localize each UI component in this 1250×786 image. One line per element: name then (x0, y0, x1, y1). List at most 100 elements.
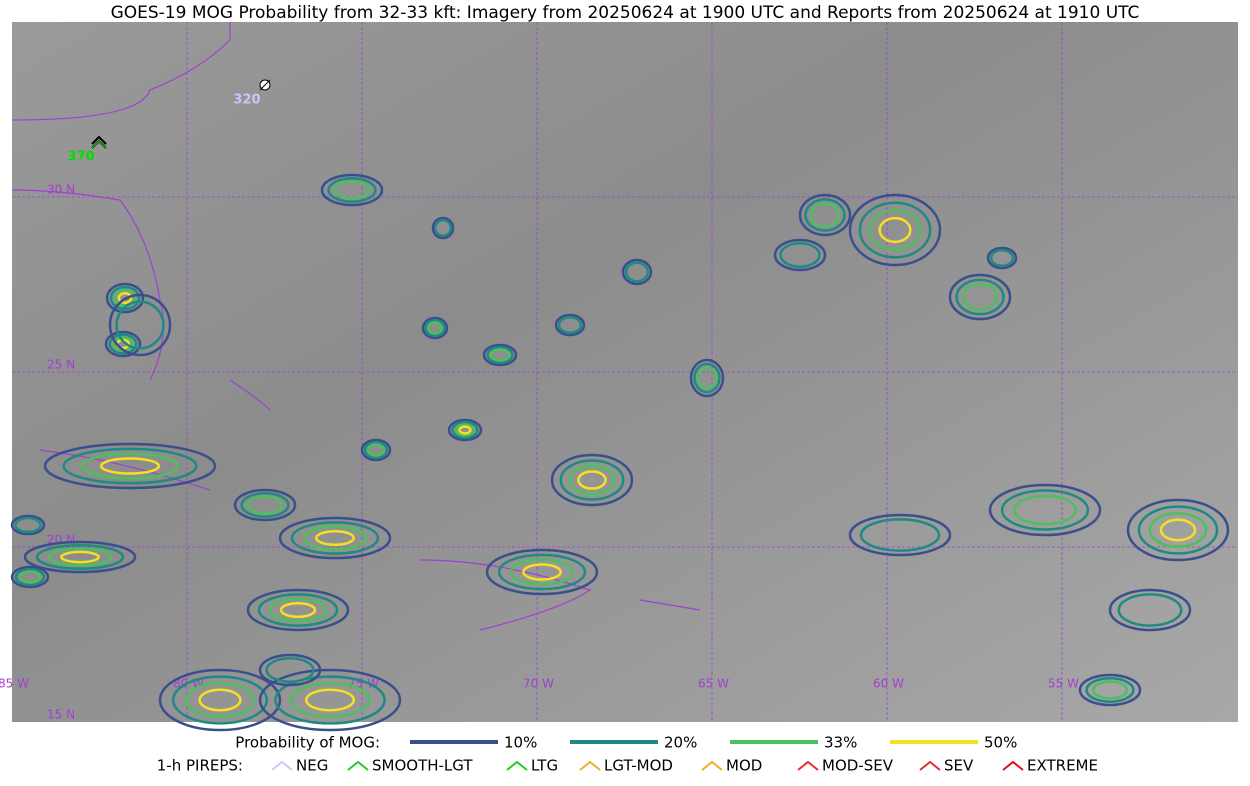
mog-contour (458, 425, 472, 435)
mog-contour (265, 657, 315, 683)
mog-contour (14, 516, 42, 534)
mog-contour (257, 593, 339, 627)
mog-contour (559, 459, 625, 501)
mog-contour (81, 452, 179, 480)
legend-title: 1-h PIREPS: (157, 757, 243, 775)
mog-contour (554, 313, 586, 337)
legend-label: MOD-SEV (822, 757, 894, 775)
mog-contour (779, 242, 821, 268)
longitude-label: 55 W (1048, 677, 1079, 691)
mog-contour (955, 278, 1005, 316)
mog-contour (522, 563, 562, 581)
mog-contour (246, 495, 284, 515)
mog-contour (868, 209, 922, 251)
mog-contour (454, 423, 476, 437)
latitude-label: 15 N (47, 708, 75, 722)
legend-symbol (919, 760, 941, 771)
latitude-label: 30 N (47, 183, 75, 197)
grid: 85 W 80 W 75 W 70 W 65 W 60 W 55 W30 N25 N20 N… (0, 22, 1238, 722)
legend-label: EXTREME (1027, 757, 1098, 775)
mog-contour (482, 343, 518, 367)
mog-contour (117, 291, 133, 305)
legend-label: LTG (531, 757, 558, 775)
mog-contour (1117, 593, 1183, 627)
title: GOES-19 MOG Probability from 32-33 kft: … (111, 3, 1140, 23)
mog-contour (258, 653, 322, 687)
coastline (11, 22, 231, 381)
mog-contour (363, 440, 389, 460)
mog-contour (279, 601, 317, 619)
legend-symbol (701, 760, 723, 771)
contours (10, 173, 1230, 732)
mog-contour (1078, 673, 1142, 707)
mog-contour (104, 330, 142, 358)
mog-contour (198, 688, 242, 712)
mog-contour (568, 464, 616, 496)
mog-contour (274, 675, 386, 725)
mog-contour (240, 492, 290, 518)
mog-contour (18, 570, 42, 584)
legend-symbol (797, 760, 819, 771)
mog-contour (804, 198, 846, 232)
mog-contour (171, 675, 269, 725)
mog-contour (989, 248, 1015, 268)
mog-contour (320, 173, 384, 207)
longitude-label: 70 W (523, 677, 554, 691)
legend-title: Probability of MOG: (235, 734, 380, 752)
mog-contour (360, 438, 392, 462)
mog-contour (424, 318, 446, 338)
legend-label: NEG (296, 757, 328, 775)
mog-contour (304, 688, 356, 712)
mog-contour (246, 588, 350, 632)
mog-contour (557, 315, 583, 335)
longitude-label: 85 W (0, 677, 29, 691)
mog-contour (99, 457, 161, 475)
mog-contour (621, 258, 653, 286)
mog-contour (624, 261, 650, 283)
mog-contour (696, 366, 718, 390)
legend-label: 10% (504, 734, 537, 752)
coastline (39, 379, 701, 631)
legend-symbol (579, 760, 601, 771)
legend-symbol (271, 760, 293, 771)
mog-contour (988, 483, 1102, 537)
mog-contour (858, 201, 932, 259)
mog-contour (485, 548, 599, 596)
mog-contour (47, 547, 113, 567)
mog-contour (60, 550, 100, 564)
mog-contour (986, 246, 1018, 270)
mog-contour (550, 453, 634, 507)
mog-contour (451, 420, 479, 440)
mog-contour (433, 218, 453, 238)
mog-contour (486, 345, 514, 365)
mog-contour (302, 525, 368, 551)
mog-contour (108, 293, 172, 357)
mog-contour (278, 516, 392, 560)
legend-label: 33% (824, 734, 857, 752)
mog-contour (258, 668, 402, 732)
mog-contour (115, 300, 165, 350)
mog-contour (427, 321, 443, 335)
legend-label: LGT-MOD (604, 757, 673, 775)
mog-contour (689, 358, 725, 398)
mog-contour (10, 565, 50, 589)
legend-label: SEV (944, 757, 974, 775)
mog-contour (23, 540, 137, 574)
mog-contour (489, 348, 511, 362)
mog-contour (961, 283, 999, 311)
mog-contour (35, 544, 125, 570)
mog-contour (14, 567, 46, 587)
mog-contour (62, 447, 198, 485)
mog-contour (773, 238, 827, 272)
mog-contour (497, 553, 587, 591)
legend-label: MOD (726, 757, 762, 775)
legend: Probability of MOG: 10% 20% 33% 50% 1-h PIREP… (157, 734, 1098, 775)
mog-contour (848, 513, 952, 557)
mog-contour (948, 273, 1012, 321)
longitude-label: 65 W (698, 677, 729, 691)
longitude-label: 60 W (873, 677, 904, 691)
mog-contour (327, 177, 377, 203)
mog-contour (108, 333, 138, 355)
legend-symbol (506, 760, 528, 771)
